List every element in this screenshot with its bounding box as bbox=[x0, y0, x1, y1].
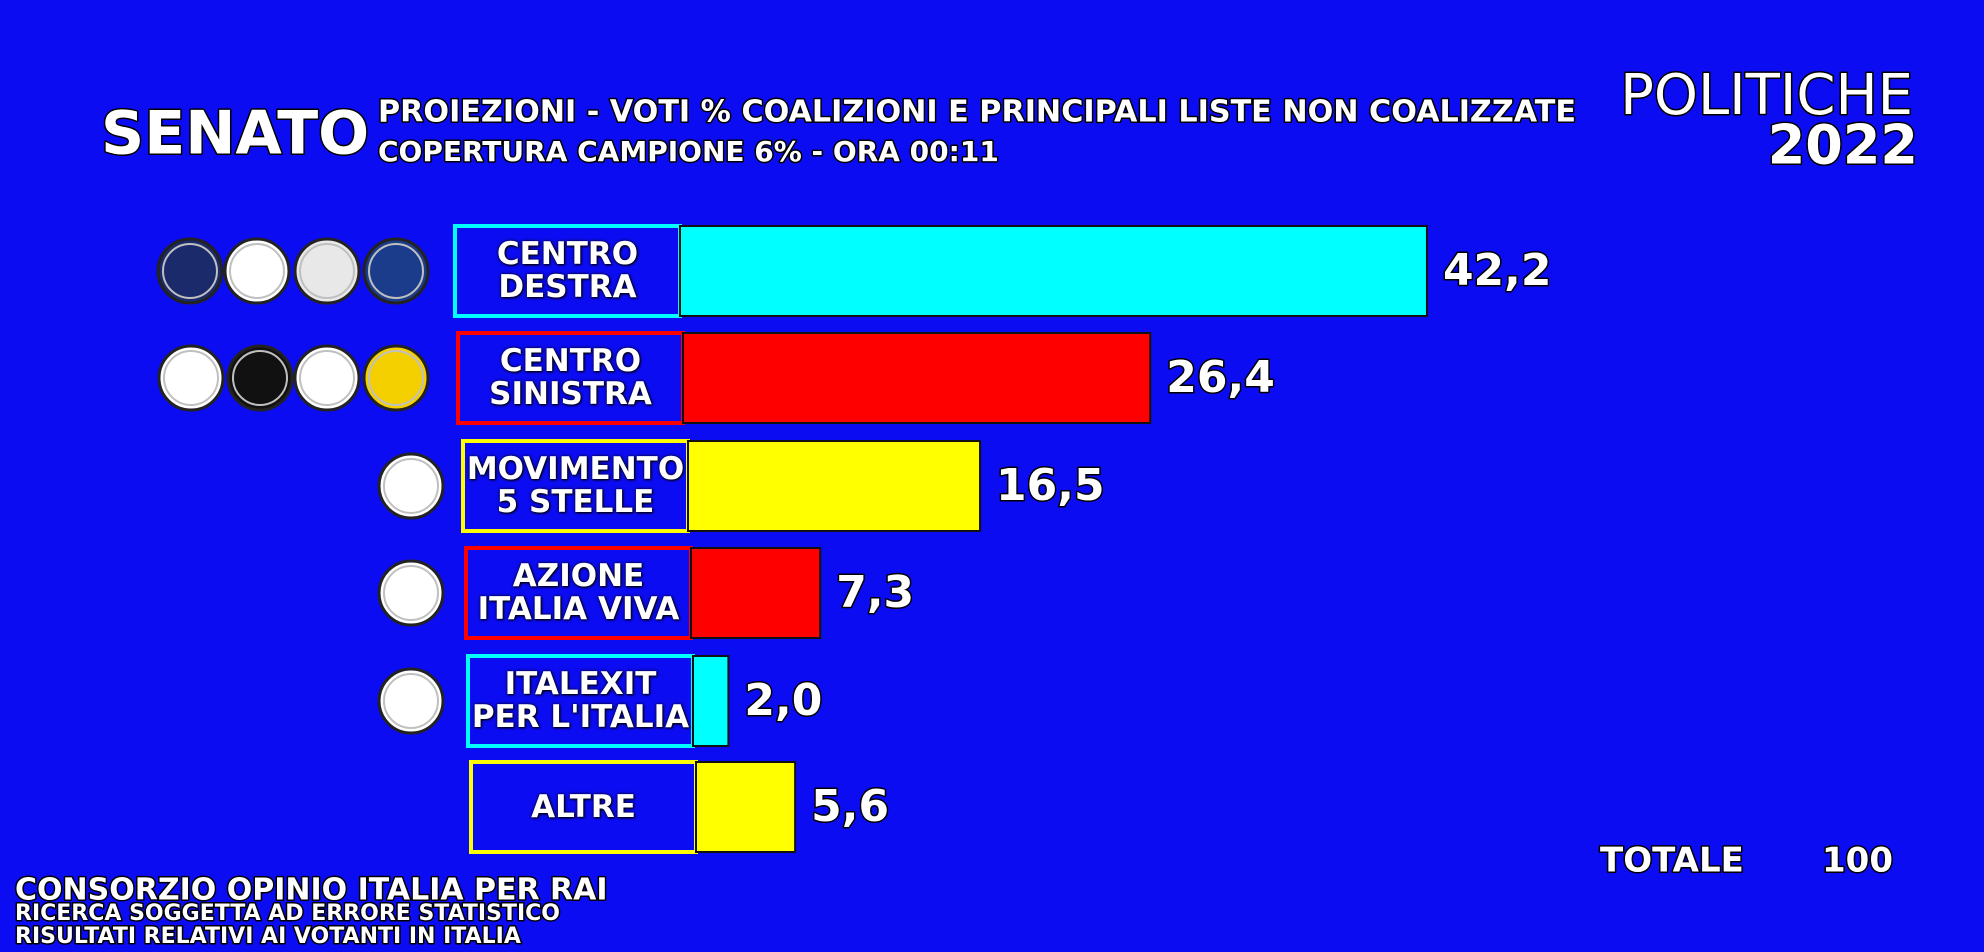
label-box bbox=[464, 546, 693, 640]
note: RISULTATI RELATIVI AI VOTANTI IN ITALIA bbox=[15, 924, 521, 949]
bar bbox=[695, 761, 797, 853]
value-label: 26,4 bbox=[1166, 352, 1275, 403]
value-label: 16,5 bbox=[996, 460, 1105, 511]
note: RICERCA SOGGETTA AD ERRORE STATISTICO bbox=[15, 901, 560, 926]
subtitle: PROIEZIONI - VOTI % COALIZIONI E PRINCIP… bbox=[378, 95, 1576, 130]
party-logo-ring bbox=[299, 350, 355, 406]
value-label: 5,6 bbox=[811, 781, 889, 832]
title: SENATO bbox=[101, 99, 369, 169]
category-label: ITALEXIT PER L'ITALIA bbox=[471, 666, 690, 735]
bar bbox=[690, 547, 822, 639]
party-logo-ring bbox=[383, 458, 439, 514]
party-logo-ring bbox=[368, 350, 424, 406]
category-label: CENTRO SINISTRA bbox=[489, 343, 652, 412]
party-logo-ring bbox=[383, 565, 439, 621]
party-logo bbox=[293, 237, 361, 305]
category-label: CENTRO DESTRA bbox=[496, 236, 639, 305]
party-logo-ring bbox=[299, 243, 355, 299]
party-logo-ring bbox=[368, 243, 424, 299]
party-logo-ring bbox=[162, 243, 218, 299]
label-box bbox=[466, 654, 695, 748]
category-label: MOVIMENTO 5 STELLE bbox=[466, 451, 685, 520]
total-value: 100 bbox=[1822, 841, 1893, 881]
party-logo bbox=[362, 237, 430, 305]
source: CONSORZIO OPINIO ITALIA PER RAI bbox=[15, 873, 608, 908]
total-label: TOTALE bbox=[1600, 841, 1744, 881]
party-logo-ring bbox=[232, 350, 288, 406]
label-box bbox=[453, 224, 682, 318]
bar bbox=[687, 440, 982, 532]
brand: POLITICHE bbox=[1620, 63, 1913, 128]
value-label: 2,0 bbox=[744, 675, 822, 726]
value-label: 42,2 bbox=[1443, 245, 1552, 296]
party-logo bbox=[157, 344, 225, 412]
value-label: 7,3 bbox=[836, 567, 914, 618]
label-box bbox=[456, 331, 685, 425]
party-logo-ring bbox=[229, 243, 285, 299]
bar bbox=[679, 225, 1428, 317]
party-logo bbox=[377, 452, 445, 520]
bar bbox=[692, 655, 730, 747]
party-logo bbox=[226, 344, 294, 412]
brand-year: 2022 bbox=[1768, 114, 1918, 177]
party-logo bbox=[377, 667, 445, 735]
category-label: ALTRE bbox=[531, 788, 636, 825]
party-logo bbox=[377, 559, 445, 627]
party-logo-ring bbox=[383, 673, 439, 729]
party-logo bbox=[293, 344, 361, 412]
category-label: AZIONE ITALIA VIVA bbox=[477, 558, 680, 627]
bar bbox=[682, 332, 1152, 424]
subtitle: COPERTURA CAMPIONE 6% - ORA 00:11 bbox=[378, 135, 999, 168]
party-logo bbox=[156, 237, 224, 305]
party-logo bbox=[223, 237, 291, 305]
party-logo bbox=[362, 344, 430, 412]
label-box bbox=[469, 760, 698, 854]
party-logo-ring bbox=[163, 350, 219, 406]
